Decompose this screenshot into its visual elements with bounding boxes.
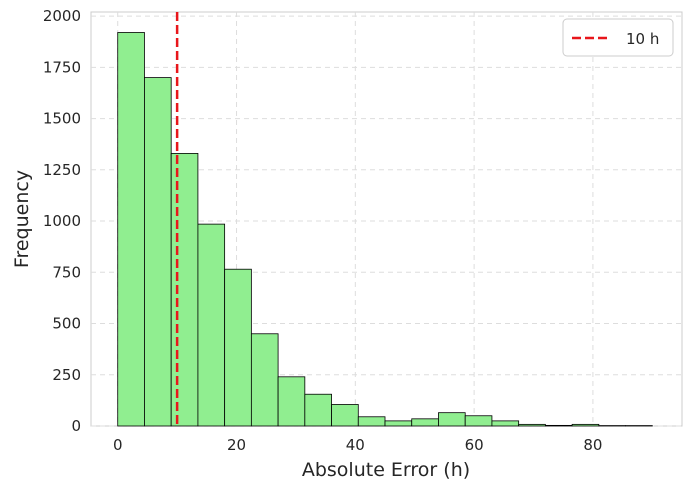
histogram-bar — [197, 223, 226, 427]
histogram-bar — [250, 333, 279, 427]
y-tick-label: 0 — [71, 417, 81, 435]
histogram-bar — [464, 415, 493, 427]
histogram-bar — [357, 416, 386, 427]
histogram-bar — [304, 393, 332, 427]
histogram-bar — [438, 412, 466, 427]
y-tick-label: 1250 — [43, 161, 81, 179]
y-tick-label: 1500 — [43, 110, 81, 128]
x-tick-label: 20 — [227, 436, 246, 454]
histogram-bar — [331, 404, 359, 427]
legend-label: 10 h — [626, 30, 659, 48]
histogram-bar — [277, 376, 306, 427]
legend-box — [562, 18, 674, 57]
y-tick-label: 250 — [52, 366, 81, 384]
x-axis-ticks: 0 20 40 60 80 — [113, 436, 602, 454]
x-tick-label: 80 — [583, 436, 602, 454]
y-tick-label: 2000 — [43, 7, 81, 25]
y-tick-label: 1000 — [43, 212, 81, 230]
histogram-bar — [411, 418, 439, 427]
x-tick-label: 60 — [465, 436, 484, 454]
histogram-bar — [224, 268, 252, 427]
histogram-bar — [544, 424, 573, 427]
y-axis-title: Frequency — [11, 170, 33, 268]
histogram-bar — [170, 153, 199, 427]
histogram-bar — [518, 423, 546, 427]
y-tick-label: 500 — [52, 315, 81, 333]
histogram-bar — [144, 77, 172, 427]
y-tick-label: 1750 — [43, 58, 81, 76]
legend: 10 h — [562, 18, 674, 57]
histogram-bar — [571, 423, 600, 427]
histogram-bar — [117, 32, 145, 427]
histogram-bars — [117, 32, 653, 427]
x-axis-title: Absolute Error (h) — [302, 459, 470, 481]
x-tick-label: 40 — [346, 436, 365, 454]
histogram-bar — [384, 420, 413, 427]
y-axis-ticks: 0 250 500 750 1000 1250 1500 1750 2000 — [43, 7, 81, 435]
y-tick-label: 750 — [52, 263, 81, 281]
x-tick-label: 0 — [113, 436, 123, 454]
histogram-bar — [491, 420, 520, 427]
